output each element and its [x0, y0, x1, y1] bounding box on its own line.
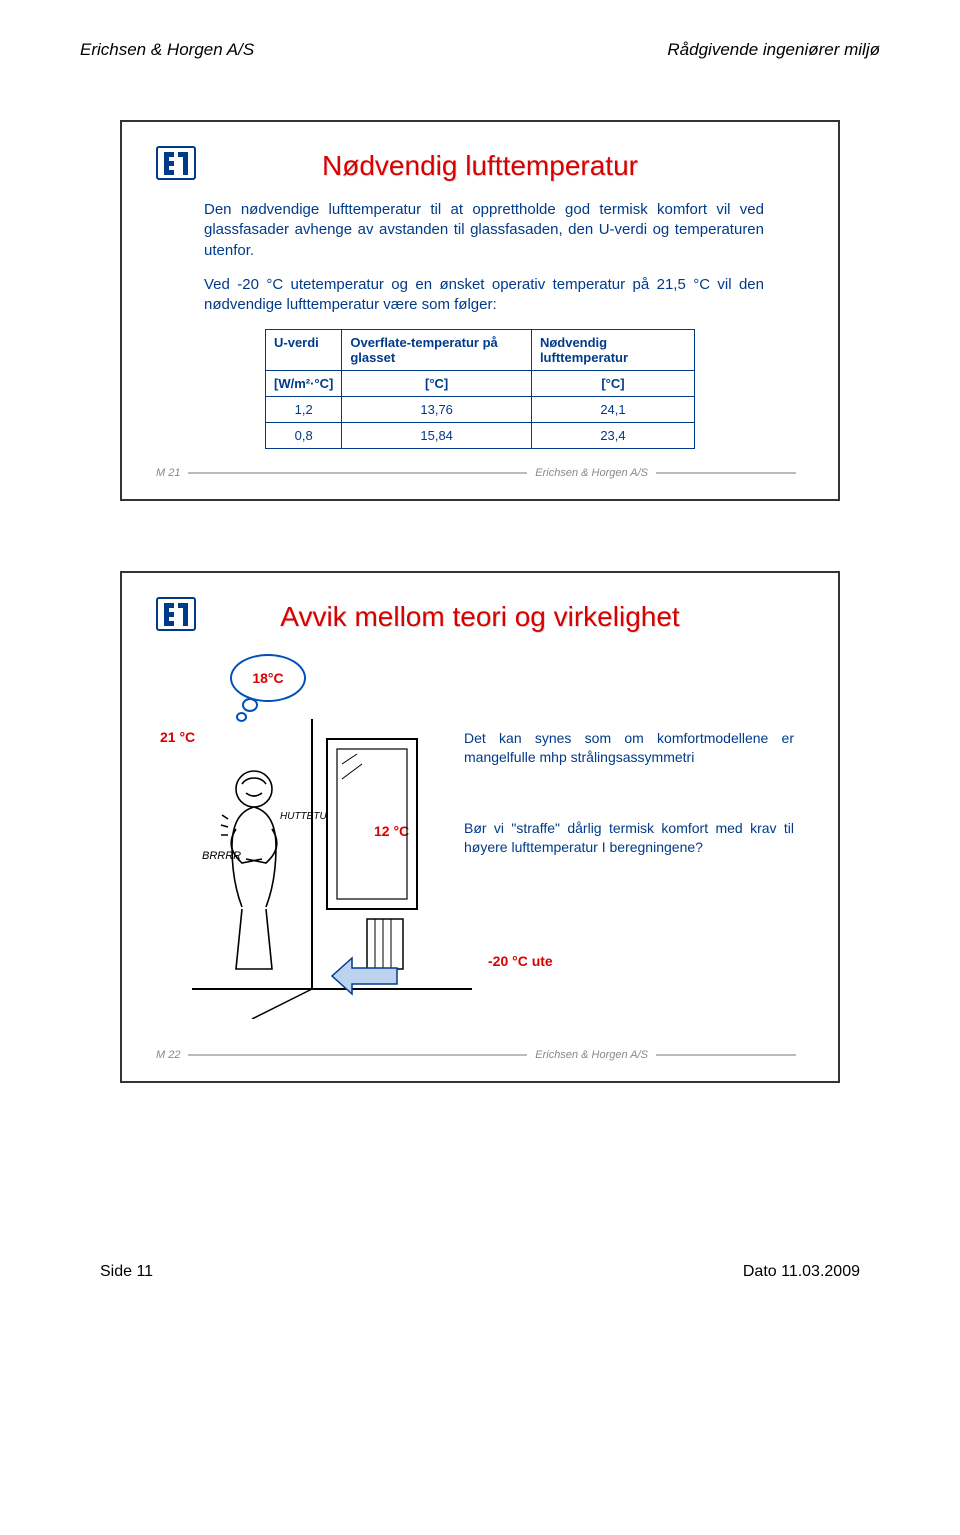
page: Erichsen & Horgen A/S Rådgivende ingeniø…	[0, 0, 960, 1331]
thought-text: 18°C	[252, 670, 283, 686]
th-1: Overflate-temperatur på glasset	[342, 330, 532, 371]
label-21c: 21 °C	[160, 729, 195, 745]
th-0: U-verdi	[266, 330, 342, 371]
slide2-title: Avvik mellom teori og virkelighet	[280, 601, 679, 633]
slide2-footer-left: M 22	[156, 1049, 180, 1061]
footer-line	[180, 1054, 535, 1056]
page-number: Side 11	[100, 1263, 153, 1281]
slide2-para2: Bør vi "straffe" dårlig termisk komfort …	[464, 819, 794, 857]
cold-person-illustration-icon: HUTTETU BRRRR	[192, 719, 472, 1019]
cell: 0,8	[266, 423, 342, 449]
page-header: Erichsen & Horgen A/S Rådgivende ingeniø…	[80, 40, 880, 60]
footer-line	[180, 472, 535, 474]
slide2-footer-right: Erichsen & Horgen A/S	[535, 1049, 648, 1061]
unit-1: [°C]	[342, 371, 532, 397]
footer-line-right	[656, 1054, 796, 1056]
slide1-title-row: Nødvendig lufttemperatur	[156, 150, 804, 182]
slide1-title: Nødvendig lufttemperatur	[322, 150, 638, 182]
slide1-footer: M 21 Erichsen & Horgen A/S	[156, 467, 804, 479]
slide1-para2: Ved -20 °C utetemperatur og en ønsket op…	[204, 275, 764, 316]
cell: 1,2	[266, 397, 342, 423]
eh-logo-icon	[156, 146, 196, 180]
slide-2: Avvik mellom teori og virkelighet 18°C 2…	[120, 571, 840, 1083]
page-date: Dato 11.03.2009	[743, 1263, 860, 1281]
slide1-footer-right: Erichsen & Horgen A/S	[535, 467, 648, 479]
header-left: Erichsen & Horgen A/S	[80, 40, 254, 60]
slide2-title-row: Avvik mellom teori og virkelighet	[156, 601, 804, 633]
eh-logo-icon	[156, 597, 196, 631]
slide2-footer: M 22 Erichsen & Horgen A/S	[156, 1049, 804, 1061]
slide1-table: U-verdi Overflate-temperatur på glasset …	[265, 329, 695, 449]
svg-text:BRRRR: BRRRR	[202, 850, 241, 862]
cell: 24,1	[531, 397, 694, 423]
cell: 13,76	[342, 397, 532, 423]
table-row: 1,2 13,76 24,1	[266, 397, 695, 423]
page-footer: Side 11 Dato 11.03.2009	[80, 1263, 880, 1301]
cell: 15,84	[342, 423, 532, 449]
slide2-para1: Det kan synes som om komfortmodellene er…	[464, 729, 794, 767]
slide1-footer-left: M 21	[156, 467, 180, 479]
unit-2: [°C]	[531, 371, 694, 397]
footer-line-right	[656, 472, 796, 474]
slide-1: Nødvendig lufttemperatur Den nødvendige …	[120, 120, 840, 501]
header-right: Rådgivende ingeniører miljø	[667, 40, 880, 60]
slide1-para1: Den nødvendige lufttemperatur til at opp…	[204, 200, 764, 261]
cell: 23,4	[531, 423, 694, 449]
unit-0: [W/m²·°C]	[266, 371, 342, 397]
label-minus20-ute: -20 °C ute	[488, 953, 553, 969]
slide2-content: 18°C 21 °C 12 °C -20 °C ute Det kan syne…	[156, 651, 804, 1031]
svg-text:HUTTETU: HUTTETU	[280, 811, 327, 822]
thought-bubble: 18°C	[230, 654, 306, 702]
th-2: Nødvendig lufttemperatur	[531, 330, 694, 371]
table-header-row: U-verdi Overflate-temperatur på glasset …	[266, 330, 695, 371]
table-row: 0,8 15,84 23,4	[266, 423, 695, 449]
table-units-row: [W/m²·°C] [°C] [°C]	[266, 371, 695, 397]
